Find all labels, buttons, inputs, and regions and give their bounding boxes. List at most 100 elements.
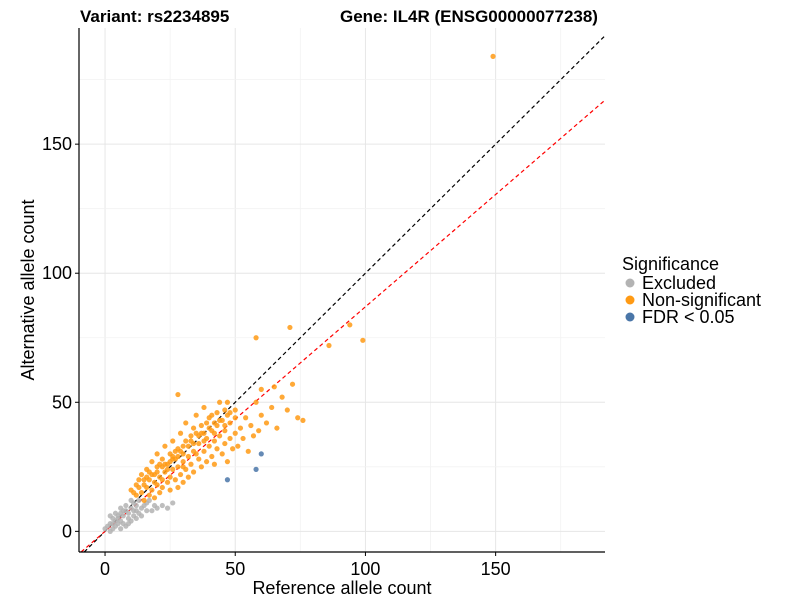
point-non-significant: [217, 399, 223, 405]
y-tick-label: 0: [62, 521, 72, 541]
point-non-significant: [190, 448, 197, 454]
point-non-significant: [151, 495, 158, 501]
y-tick-label: 50: [52, 392, 72, 412]
point-non-significant: [170, 453, 176, 460]
point-excluded: [149, 508, 155, 514]
point-non-significant: [193, 430, 199, 436]
y-tick-label: 100: [42, 263, 72, 283]
point-non-significant: [183, 420, 189, 426]
point-non-significant: [295, 415, 301, 421]
point-non-significant: [222, 440, 228, 447]
point-excluded: [136, 497, 142, 503]
axis-ticks: 0 50 100 150 0 50 100 150: [42, 134, 511, 579]
point-non-significant: [203, 420, 210, 426]
point-non-significant: [175, 464, 181, 470]
point-non-significant: [175, 453, 181, 460]
point-non-significant: [217, 433, 223, 439]
point-non-significant: [222, 407, 228, 413]
point-non-significant: [206, 443, 212, 449]
point-non-significant: [190, 425, 197, 431]
point-excluded: [123, 502, 129, 509]
point-non-significant: [183, 438, 189, 444]
point-non-significant: [263, 420, 270, 426]
point-non-significant: [211, 420, 218, 426]
point-non-significant: [188, 461, 194, 467]
point-non-significant: [300, 417, 306, 423]
point-non-significant: [217, 417, 223, 423]
point-non-significant: [170, 438, 176, 444]
point-non-significant: [201, 404, 207, 411]
point-non-significant: [157, 490, 163, 496]
point-non-significant: [211, 430, 218, 436]
point-non-significant: [206, 425, 212, 431]
point-non-significant: [180, 459, 186, 465]
point-non-significant: [219, 451, 225, 457]
point-non-significant: [230, 446, 236, 452]
point-excluded: [170, 500, 176, 506]
point-non-significant: [201, 430, 207, 436]
legend: Significance Excluded Non-significant FD…: [622, 254, 761, 327]
point-non-significant: [201, 438, 207, 444]
y-axis-title: Alternative allele count: [18, 199, 38, 380]
point-non-significant: [136, 484, 142, 491]
point-fdr-0-05: [253, 466, 259, 472]
point-non-significant: [326, 342, 332, 349]
point-non-significant: [164, 479, 171, 485]
point-non-significant: [196, 440, 202, 447]
point-non-significant: [162, 443, 168, 449]
point-non-significant: [256, 428, 262, 434]
point-non-significant: [172, 448, 178, 454]
legend-key-non-significant: [625, 295, 635, 305]
point-non-significant: [209, 453, 215, 460]
point-excluded: [125, 510, 132, 516]
grid-lines: [79, 28, 605, 552]
point-excluded: [131, 508, 137, 514]
point-non-significant: [209, 412, 215, 418]
point-non-significant: [131, 490, 137, 496]
point-non-significant: [222, 422, 228, 429]
point-non-significant: [154, 469, 160, 475]
point-non-significant: [211, 438, 218, 444]
point-fdr-0-05: [224, 477, 231, 483]
point-non-significant: [172, 477, 178, 483]
point-excluded: [146, 497, 152, 503]
point-non-significant: [159, 456, 165, 462]
point-non-significant: [269, 404, 275, 411]
chart-title-variant: Variant: rs2234895: [80, 7, 229, 26]
x-tick-label: 50: [225, 559, 245, 579]
point-non-significant: [203, 459, 210, 465]
point-non-significant: [347, 322, 353, 328]
point-non-significant: [227, 420, 233, 426]
point-non-significant: [136, 477, 142, 483]
point-non-significant: [167, 474, 173, 480]
point-excluded: [133, 502, 139, 509]
point-non-significant: [167, 459, 173, 465]
point-excluded: [118, 510, 124, 516]
point-non-significant: [258, 386, 264, 392]
point-non-significant: [149, 487, 155, 493]
chart-title-gene: Gene: IL4R (ENSG00000077238): [340, 7, 598, 26]
point-non-significant: [198, 464, 204, 470]
point-excluded: [138, 513, 145, 519]
point-non-significant: [185, 443, 191, 449]
legend-label-excluded: Excluded: [642, 273, 716, 293]
point-non-significant: [141, 497, 147, 503]
point-excluded: [133, 515, 139, 522]
point-non-significant: [279, 394, 285, 400]
point-non-significant: [180, 479, 186, 485]
point-non-significant: [138, 490, 145, 496]
point-non-significant: [196, 456, 202, 462]
point-non-significant: [289, 381, 296, 387]
point-non-significant: [159, 477, 165, 483]
point-non-significant: [287, 324, 293, 331]
point-non-significant: [227, 435, 233, 442]
point-non-significant: [258, 412, 264, 418]
x-tick-label: 150: [481, 559, 511, 579]
point-non-significant: [237, 425, 244, 431]
point-non-significant: [190, 469, 197, 475]
point-non-significant: [144, 474, 150, 480]
point-excluded: [107, 513, 113, 519]
point-excluded: [159, 502, 165, 509]
point-non-significant: [198, 422, 204, 429]
